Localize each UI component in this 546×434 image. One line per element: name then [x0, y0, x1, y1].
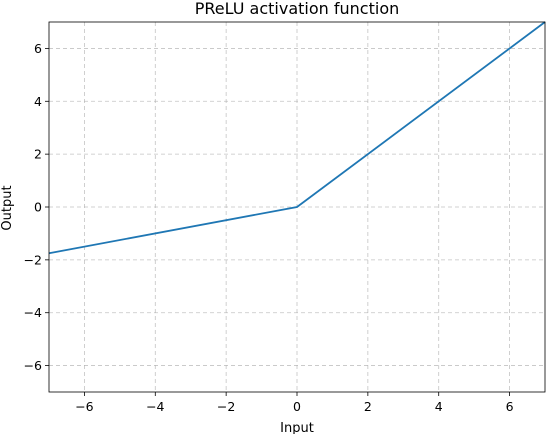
x-tick-label: 2	[364, 399, 372, 414]
y-tick-label: −6	[24, 358, 42, 373]
x-axis-label: Input	[280, 421, 314, 434]
x-tick-label: 6	[506, 399, 514, 414]
prelu-line	[48, 21, 546, 255]
x-tick-label: −2	[217, 399, 235, 414]
y-axis-label: Output	[0, 185, 15, 230]
y-tick-label: 6	[34, 41, 42, 56]
x-tick-label: −4	[146, 399, 164, 414]
y-tick-label: −4	[24, 305, 42, 320]
chart-title: PReLU activation function	[195, 0, 400, 18]
x-tick-label: 4	[435, 399, 443, 414]
x-tick-label: 0	[293, 399, 301, 414]
y-tick-label: 0	[34, 200, 42, 215]
x-tick-label: −6	[75, 399, 93, 414]
y-tick-label: −2	[24, 252, 42, 267]
series-layer	[48, 21, 546, 255]
y-tick-label: 4	[34, 94, 42, 109]
x-axis: −6 −4 −2 0 2 4 6	[75, 392, 514, 414]
y-axis: −6 −4 −2 0 2 4 6	[24, 41, 49, 373]
y-tick-label: 2	[34, 147, 42, 162]
